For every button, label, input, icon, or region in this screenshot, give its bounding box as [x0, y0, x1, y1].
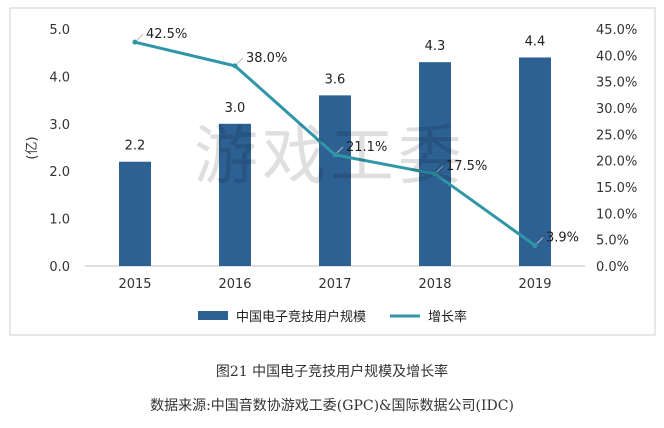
growth-line-series: 42.5% 38.0% 21.1% 17.5% 3.9%: [132, 27, 579, 248]
line-point: [132, 39, 138, 45]
bar-value-label: 4.3: [425, 39, 446, 54]
label-leader: [536, 237, 544, 244]
line-point: [332, 152, 338, 158]
bar: [319, 95, 351, 266]
figure-caption: 图21 中国电子竞技用户规模及增长率: [216, 363, 448, 380]
label-leader: [336, 146, 344, 154]
y2-tick-label: 30.0%: [596, 102, 637, 117]
legend-label-bar: 中国电子竞技用户规模: [236, 309, 366, 325]
y2-tick-label: 5.0%: [596, 234, 629, 249]
label-leader: [236, 57, 244, 65]
y2-tick-label: 15.0%: [596, 181, 637, 196]
line-point: [432, 171, 438, 177]
legend-label-line: 增长率: [428, 309, 467, 325]
y2-tick-label: 25.0%: [596, 128, 637, 143]
y-tick-label: 2.0: [49, 165, 70, 180]
x-axis: 2015 2016 2017 2018 2019: [118, 277, 551, 292]
bar-value-label: 3.0: [225, 101, 246, 116]
line-point: [532, 242, 538, 248]
line-value-label: 38.0%: [246, 51, 287, 66]
legend-swatch-bar: [198, 311, 228, 320]
bar: [119, 161, 151, 266]
y2-tick-label: 35.0%: [596, 76, 637, 91]
bar: [419, 62, 451, 267]
x-tick-label: 2016: [218, 277, 251, 292]
y-tick-label: 0.0: [49, 260, 70, 275]
y-axis-right: 0.0% 5.0% 10.0% 15.0% 20.0% 25.0% 30.0% 35.0% 40…: [596, 23, 637, 275]
y2-tick-label: 0.0%: [596, 260, 629, 275]
bar-value-label: 2.2: [125, 139, 146, 154]
bar: [219, 123, 251, 266]
x-tick-label: 2017: [318, 277, 351, 292]
label-leader: [136, 33, 144, 41]
y2-tick-label: 10.0%: [596, 207, 637, 222]
y-tick-label: 3.0: [49, 118, 70, 133]
label-leader: [436, 165, 444, 173]
line-value-label: 21.1%: [346, 140, 387, 155]
bar-value-label: 3.6: [325, 72, 346, 87]
y2-tick-label: 40.0%: [596, 49, 637, 64]
y-axis-left: 0.0 1.0 2.0 3.0 4.0 5.0: [49, 23, 70, 275]
y-tick-label: 5.0: [49, 23, 70, 38]
y-tick-label: 4.0: [49, 70, 70, 85]
y2-tick-label: 45.0%: [596, 23, 637, 38]
bar: [519, 57, 551, 266]
line-point: [232, 63, 238, 69]
x-tick-label: 2015: [118, 277, 151, 292]
data-source: 数据来源:中国音数协游戏工委(GPC)&国际数据公司(IDC): [150, 397, 514, 414]
x-tick-label: 2019: [518, 277, 551, 292]
bar-series: 2.2 3.0 3.6 4.3 4.4: [119, 34, 551, 267]
line-value-label: 17.5%: [446, 159, 487, 174]
line-value-label: 42.5%: [146, 27, 187, 42]
y2-tick-label: 20.0%: [596, 155, 637, 170]
watermark: 游戏工委: [194, 120, 466, 194]
bar-value-label: 4.4: [525, 34, 546, 49]
y-tick-label: 1.0: [49, 213, 70, 228]
x-tick-label: 2018: [418, 277, 451, 292]
line-value-label: 3.9%: [546, 230, 579, 245]
y-axis-title: (亿): [25, 136, 40, 159]
